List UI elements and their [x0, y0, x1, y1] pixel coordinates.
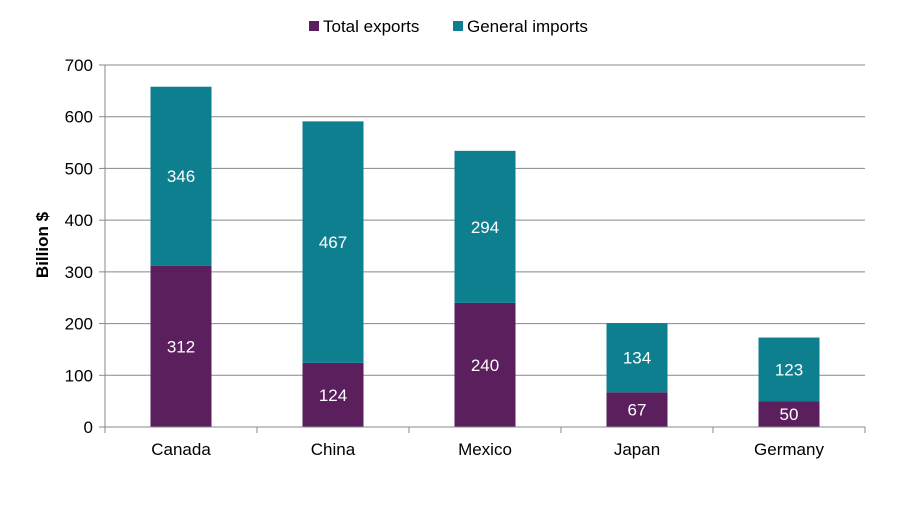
y-axis-label: Billion $: [33, 211, 52, 278]
bar-germany-imports: [758, 337, 820, 402]
bar-germany-exports: [758, 401, 820, 427]
bar-china-exports: [302, 362, 364, 427]
data-label: 67: [628, 401, 647, 420]
bar-japan-exports: [606, 392, 668, 427]
data-label: 123: [775, 360, 803, 379]
legend-label-imports: General imports: [467, 17, 588, 36]
legend-swatch-exports: [309, 21, 319, 31]
y-tick-label: 400: [65, 211, 93, 230]
y-tick-label: 0: [84, 418, 93, 437]
x-tick-label: Japan: [614, 440, 660, 459]
legend: Total exports General imports: [309, 17, 588, 36]
data-label: 294: [471, 218, 499, 237]
bar-mexico-imports: [454, 150, 516, 303]
y-tick-label: 500: [65, 159, 93, 178]
x-tick-label: Canada: [151, 440, 211, 459]
x-tick-label: Mexico: [458, 440, 512, 459]
data-labels: 312 346 124 467 240 294 67 134 50 123: [167, 167, 803, 424]
bar-china-imports: [302, 121, 364, 363]
y-tick-label: 700: [65, 56, 93, 75]
bar-mexico-exports: [454, 302, 516, 427]
data-label: 124: [319, 386, 347, 405]
data-label: 346: [167, 167, 195, 186]
data-label: 50: [780, 405, 799, 424]
data-label: 134: [623, 349, 651, 368]
bar-japan-imports: [606, 323, 668, 393]
y-tick-label: 200: [65, 315, 93, 334]
bar-canada-exports: [150, 265, 212, 427]
legend-swatch-imports: [453, 21, 463, 31]
x-tick-label: China: [311, 440, 356, 459]
axes: 0 100 200 300 400 500 600 700 Canada China Mexico J…: [65, 56, 866, 459]
y-tick-label: 600: [65, 108, 93, 127]
data-label: 312: [167, 337, 195, 356]
bar-canada-imports: [150, 86, 212, 266]
bars: [150, 86, 820, 427]
data-label: 240: [471, 356, 499, 375]
legend-label-exports: Total exports: [323, 17, 419, 36]
y-tick-label: 300: [65, 263, 93, 282]
x-tick-label: Germany: [754, 440, 824, 459]
data-label: 467: [319, 233, 347, 252]
y-tick-label: 100: [65, 366, 93, 385]
